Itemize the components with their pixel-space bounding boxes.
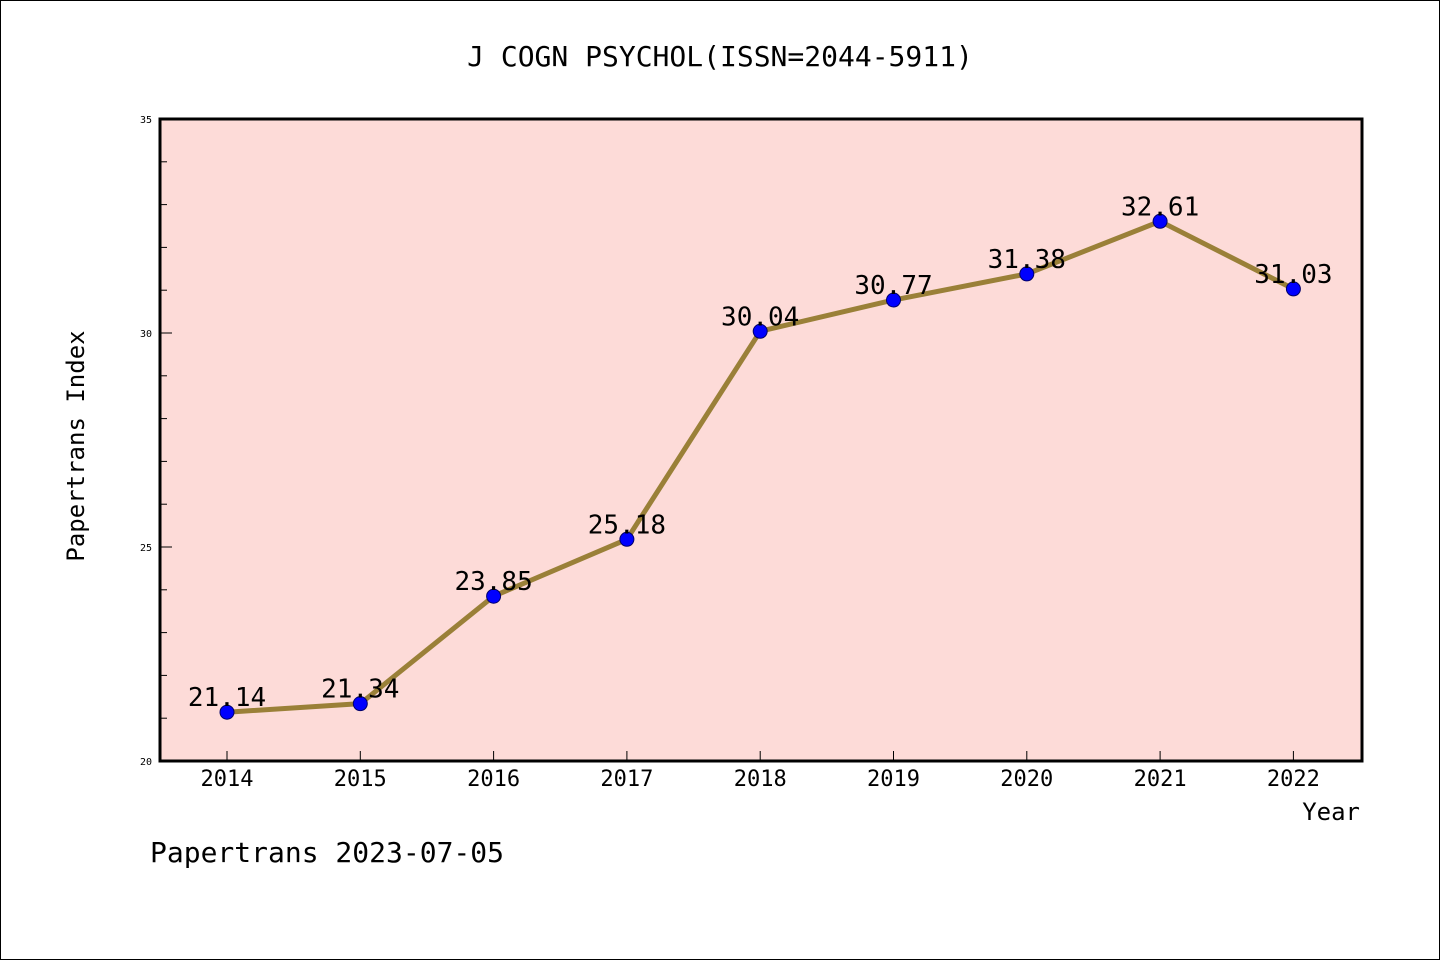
y-tick-label: 20 [140, 757, 152, 768]
data-point [219, 704, 235, 720]
data-labels: 21.14 21.34 23.85 25.18 30.04 30.77 31.38 32.61… [188, 192, 1333, 713]
y-axis-label: Papertrans Index [62, 330, 90, 561]
x-tick-label: 2016 [467, 767, 520, 792]
data-point [752, 323, 768, 339]
y-axis-ticks: 20 25 30 35 [140, 115, 172, 768]
data-point [1285, 281, 1301, 297]
y-tick-label: 35 [140, 115, 152, 126]
y-tick-label: 25 [140, 543, 152, 554]
data-point [486, 588, 502, 604]
data-label: 21.14 [188, 683, 266, 713]
x-tick-label: 2021 [1134, 767, 1187, 792]
x-tick-label: 2014 [201, 767, 254, 792]
data-label: 32.61 [1121, 192, 1199, 222]
data-label: 30.04 [721, 302, 799, 332]
x-tick-label: 2017 [600, 767, 653, 792]
data-point [886, 292, 901, 308]
data-point [1019, 266, 1035, 282]
x-axis-ticks: 2014 2015 2016 2017 2018 2019 2020 2021 2022 [201, 751, 1320, 792]
x-tick-label: 2018 [734, 767, 787, 792]
x-tick-label: 2015 [334, 767, 387, 792]
data-label: 21.34 [321, 675, 399, 705]
chart-title: J COGN PSYCHOL(ISSN=2044-5911) [467, 40, 973, 73]
y-tick-label: 30 [140, 329, 152, 340]
data-label: 23.85 [454, 567, 532, 597]
footer-date: Papertrans 2023-07-05 [150, 836, 505, 869]
data-label: 31.38 [988, 245, 1066, 275]
data-point [619, 531, 635, 547]
data-label: 30.77 [854, 271, 932, 301]
x-tick-label: 2019 [867, 767, 920, 792]
x-tick-label: 2022 [1267, 767, 1320, 792]
data-label: 25.18 [588, 510, 666, 540]
data-label: 31.03 [1254, 260, 1332, 290]
data-point [1152, 213, 1168, 229]
x-tick-label: 2020 [1000, 767, 1053, 792]
data-point [352, 696, 368, 712]
x-axis-label: Year [1302, 798, 1360, 826]
data-points [219, 213, 1301, 720]
